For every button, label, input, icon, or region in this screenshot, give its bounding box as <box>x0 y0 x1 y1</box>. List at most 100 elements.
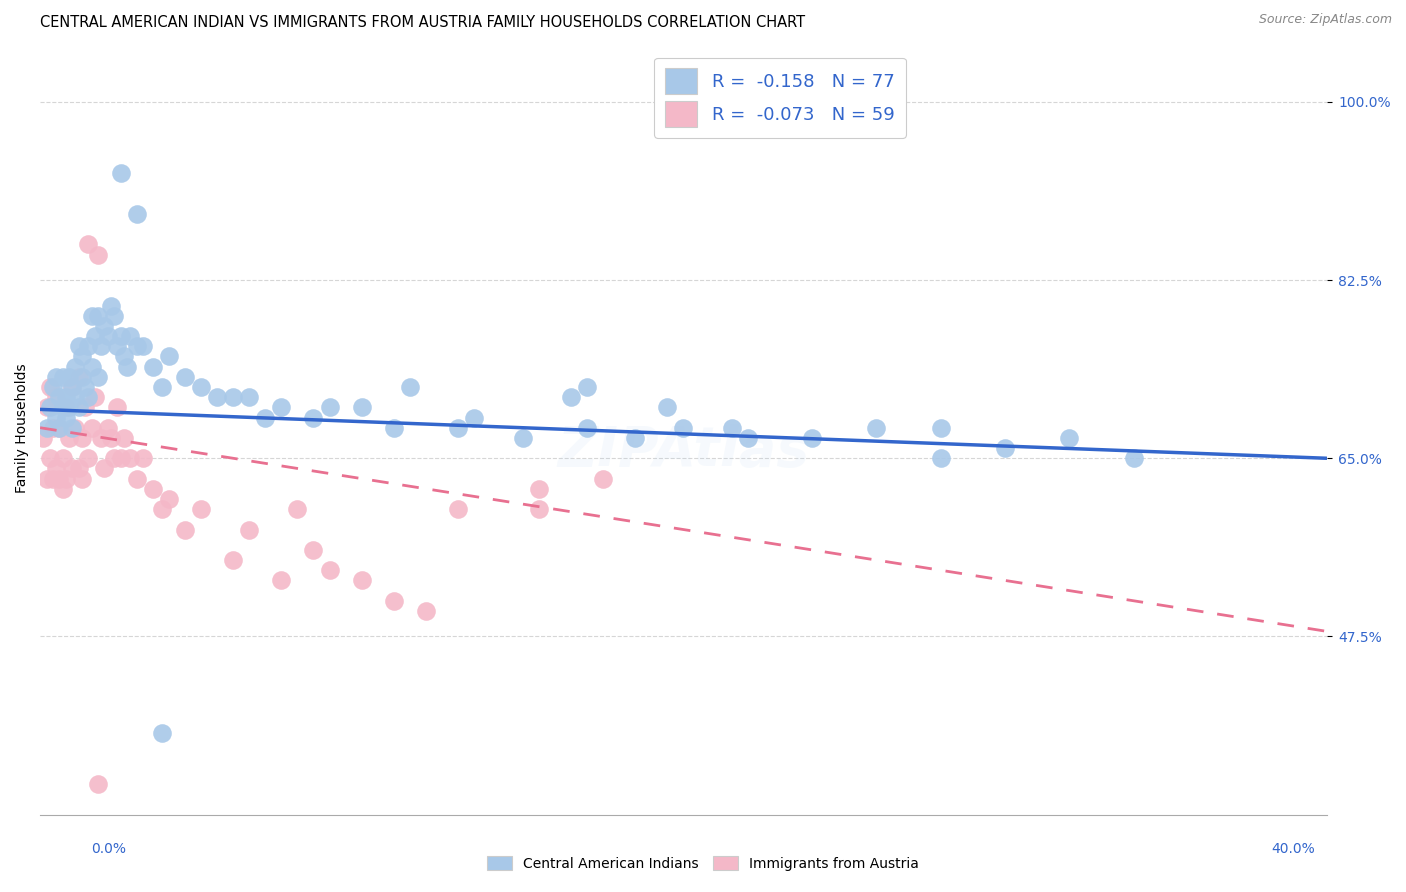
Point <box>75 380 97 394</box>
Point <box>302 410 325 425</box>
Point <box>672 421 695 435</box>
Point <box>112 350 135 364</box>
Point <box>35 472 58 486</box>
Point <box>87 369 110 384</box>
Point <box>125 207 148 221</box>
Legend: R =  -0.158   N = 77, R =  -0.073   N = 59: R = -0.158 N = 77, R = -0.073 N = 59 <box>654 58 905 137</box>
Point <box>132 339 155 353</box>
Point <box>105 401 128 415</box>
Point <box>97 421 120 435</box>
Point <box>38 401 60 415</box>
Point <box>55 390 77 404</box>
Point <box>125 339 148 353</box>
Point <box>1122 451 1144 466</box>
Point <box>60 421 83 435</box>
Point <box>100 431 122 445</box>
Point <box>45 390 67 404</box>
Point <box>575 421 598 435</box>
Point <box>97 329 120 343</box>
Point <box>125 472 148 486</box>
Point <box>52 369 75 384</box>
Point <box>67 461 90 475</box>
Point <box>150 726 173 740</box>
Point <box>42 421 65 435</box>
Point <box>399 380 422 394</box>
Point <box>45 410 67 425</box>
Point <box>93 318 115 333</box>
Point <box>100 299 122 313</box>
Point <box>38 451 60 466</box>
Point <box>93 461 115 475</box>
Point <box>157 491 180 506</box>
Point <box>173 523 195 537</box>
Legend: Central American Indians, Immigrants from Austria: Central American Indians, Immigrants fro… <box>482 850 924 876</box>
Point <box>270 401 292 415</box>
Point <box>52 451 75 466</box>
Point <box>52 401 75 415</box>
Point <box>318 563 340 577</box>
Point <box>350 401 373 415</box>
Text: ZIPAtlas: ZIPAtlas <box>557 424 810 478</box>
Point <box>801 431 824 445</box>
Point <box>173 369 195 384</box>
Point <box>45 369 67 384</box>
Text: Source: ZipAtlas.com: Source: ZipAtlas.com <box>1258 13 1392 27</box>
Point <box>83 329 105 343</box>
Point <box>67 339 90 353</box>
Point <box>447 421 470 435</box>
Point <box>527 502 550 516</box>
Point <box>90 431 112 445</box>
Point <box>87 309 110 323</box>
Point <box>83 390 105 404</box>
Point <box>238 390 260 404</box>
Point <box>42 380 65 394</box>
Point <box>35 401 58 415</box>
Point <box>238 523 260 537</box>
Point <box>222 390 245 404</box>
Point <box>58 401 80 415</box>
Point <box>55 410 77 425</box>
Point <box>70 431 93 445</box>
Point <box>575 380 598 394</box>
Point <box>70 369 93 384</box>
Point <box>447 502 470 516</box>
Point <box>415 604 437 618</box>
Point <box>77 339 100 353</box>
Point <box>592 472 614 486</box>
Point <box>48 421 70 435</box>
Point <box>65 359 87 374</box>
Point <box>48 472 70 486</box>
Point <box>110 451 132 466</box>
Point <box>190 502 212 516</box>
Point <box>90 339 112 353</box>
Point <box>67 401 90 415</box>
Y-axis label: Family Households: Family Households <box>15 363 30 492</box>
Point <box>222 553 245 567</box>
Point <box>150 502 173 516</box>
Point <box>32 431 55 445</box>
Point <box>112 431 135 445</box>
Point <box>80 359 103 374</box>
Point <box>105 339 128 353</box>
Point <box>87 777 110 791</box>
Point <box>865 421 887 435</box>
Point <box>35 421 58 435</box>
Point <box>75 401 97 415</box>
Point <box>994 441 1017 455</box>
Point <box>55 401 77 415</box>
Point <box>52 482 75 496</box>
Point <box>205 390 228 404</box>
Point <box>157 350 180 364</box>
Point <box>120 451 142 466</box>
Point <box>254 410 277 425</box>
Point <box>560 390 582 404</box>
Text: CENTRAL AMERICAN INDIAN VS IMMIGRANTS FROM AUSTRIA FAMILY HOUSEHOLDS CORRELATION: CENTRAL AMERICAN INDIAN VS IMMIGRANTS FR… <box>41 15 806 30</box>
Point <box>115 359 138 374</box>
Point <box>45 461 67 475</box>
Point <box>70 472 93 486</box>
Point <box>150 380 173 394</box>
Point <box>657 401 679 415</box>
Point <box>132 451 155 466</box>
Point <box>60 461 83 475</box>
Point <box>270 574 292 588</box>
